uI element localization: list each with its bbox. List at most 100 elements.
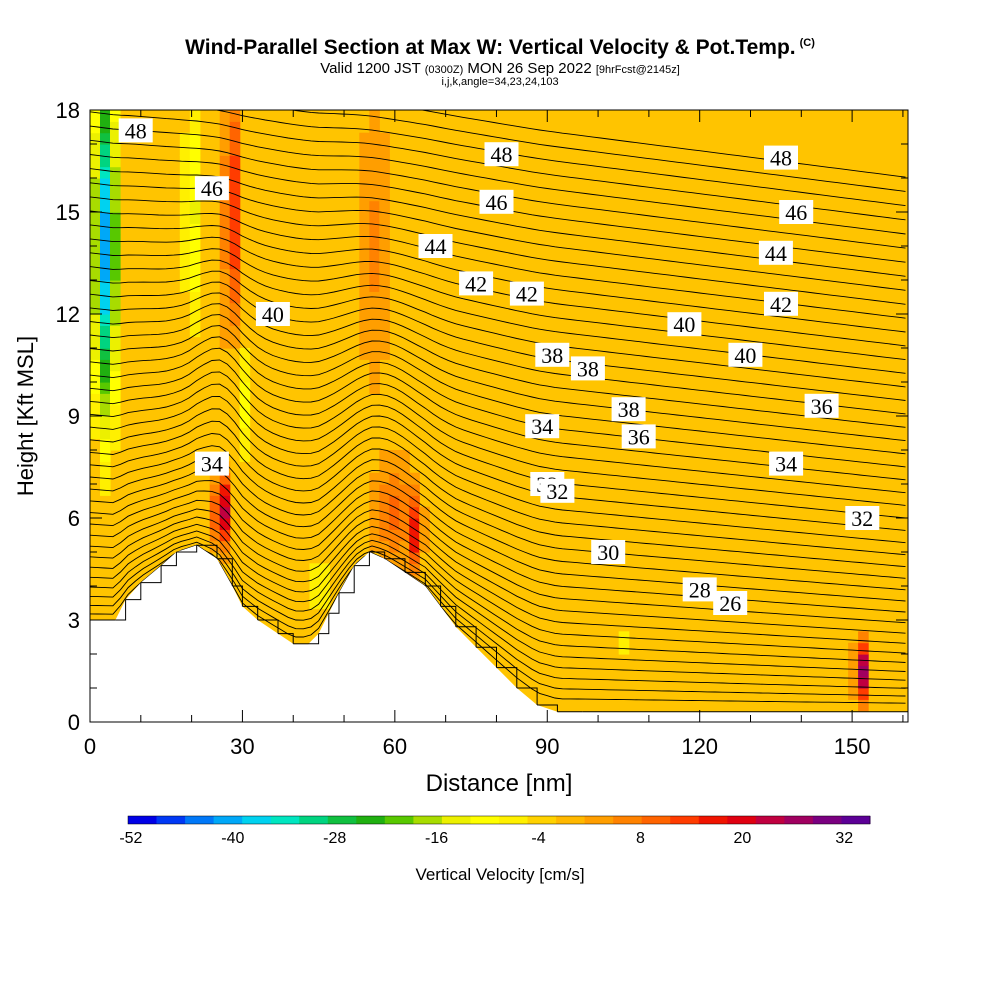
velocity-cell xyxy=(219,246,231,258)
contour-label-box xyxy=(509,281,544,306)
velocity-cell xyxy=(179,189,191,202)
velocity-cell xyxy=(359,155,370,168)
theta-contour-line xyxy=(90,359,906,494)
terrain-edge xyxy=(242,605,259,620)
velocity-cell xyxy=(110,336,121,349)
velocity-cell xyxy=(179,246,191,258)
theta-contour-line xyxy=(90,371,906,506)
contour-label-box xyxy=(570,356,605,381)
velocity-cell xyxy=(319,574,330,587)
velocity-cell xyxy=(379,540,390,553)
terrain-edge xyxy=(440,605,457,627)
contour-label-box xyxy=(667,312,702,337)
contour-label-text: 30 xyxy=(597,540,619,565)
velocity-cell xyxy=(100,359,111,372)
velocity-cell xyxy=(379,348,390,360)
contour-label-box xyxy=(764,145,798,170)
velocity-cell xyxy=(359,212,370,224)
velocity-cell xyxy=(369,529,380,542)
theta-contour-line xyxy=(90,480,906,613)
velocity-cell xyxy=(219,144,231,156)
velocity-cell xyxy=(419,506,430,519)
theta-contour-line xyxy=(289,110,906,192)
velocity-cell xyxy=(369,280,380,292)
velocity-cell xyxy=(858,699,869,712)
theta-contour-line xyxy=(90,544,906,697)
velocity-cell xyxy=(90,416,101,428)
velocity-cell xyxy=(219,110,231,122)
velocity-cell xyxy=(189,257,201,270)
terrain-edge xyxy=(476,646,497,668)
velocity-cell xyxy=(90,393,101,406)
contour-label: 48 xyxy=(764,145,798,171)
velocity-cell xyxy=(369,268,380,281)
velocity-cell xyxy=(379,178,390,190)
velocity-cell xyxy=(90,370,101,383)
velocity-cell xyxy=(229,223,241,236)
velocity-cell xyxy=(399,552,410,564)
velocity-cell xyxy=(379,302,390,315)
velocity-cell xyxy=(179,280,191,292)
theta-contour-line xyxy=(90,281,906,401)
theta-contour-line xyxy=(90,125,906,235)
velocity-cell xyxy=(369,178,380,190)
velocity-cell xyxy=(858,631,869,644)
velocity-cell xyxy=(219,234,231,247)
contour-label: 46 xyxy=(194,176,229,201)
colorbar-swatch xyxy=(784,816,814,824)
velocity-cell xyxy=(110,416,121,428)
velocity-cell xyxy=(389,518,400,530)
y-tick-label: 0 xyxy=(68,710,80,735)
theta-contour-line xyxy=(90,468,906,602)
velocity-cell xyxy=(858,642,869,655)
velocity-cell xyxy=(90,348,101,360)
velocity-cell xyxy=(389,529,400,542)
velocity-cell xyxy=(100,110,111,122)
velocity-cell xyxy=(219,518,231,530)
velocity-cell xyxy=(100,268,111,281)
theta-contour-line xyxy=(90,445,906,579)
contour-label-text: 32 xyxy=(851,506,873,531)
velocity-cell xyxy=(848,665,859,678)
contour-label: 36 xyxy=(804,393,839,419)
velocity-cell xyxy=(179,132,191,145)
velocity-cell xyxy=(419,518,430,530)
velocity-cell xyxy=(229,325,241,338)
contour-label-text: 48 xyxy=(491,142,513,167)
contour-label-box xyxy=(118,118,153,143)
colorbar-swatch xyxy=(413,816,443,824)
colorbar-swatch xyxy=(499,816,528,824)
velocity-cell xyxy=(379,246,390,258)
theta-contour-line xyxy=(90,292,906,415)
colorbar: -52 -40 -28 -16 -4 8 20 32 xyxy=(119,815,871,847)
velocity-cell xyxy=(110,325,121,338)
velocity-cell xyxy=(219,472,231,485)
velocity-cell xyxy=(219,540,231,553)
velocity-cell xyxy=(100,427,111,440)
contour-label-box xyxy=(255,302,290,326)
velocity-cell xyxy=(369,144,380,156)
velocity-cell xyxy=(90,155,101,168)
colorbar-swatch xyxy=(242,816,272,824)
contour-label-text: 44 xyxy=(765,241,787,266)
velocity-cell xyxy=(90,121,101,134)
velocity-cell xyxy=(110,268,121,281)
velocity-cell xyxy=(90,144,101,156)
contour-label-text: 46 xyxy=(785,200,807,225)
terrain-edge xyxy=(115,599,127,621)
contour-label-text: 26 xyxy=(719,591,741,616)
velocity-cell xyxy=(369,472,380,485)
contour-label: 26 xyxy=(713,591,748,616)
velocity-cell xyxy=(110,178,121,190)
velocity-cell xyxy=(90,314,101,326)
velocity-cell xyxy=(219,166,231,179)
velocity-cell xyxy=(369,223,380,236)
velocity-cell xyxy=(219,223,231,236)
velocity-cell xyxy=(189,166,201,179)
velocity-cell xyxy=(110,302,121,315)
velocity-cell xyxy=(209,518,221,530)
velocity-cell xyxy=(209,540,221,553)
theta-contour-line xyxy=(90,523,906,663)
terrain-edge xyxy=(125,582,142,601)
